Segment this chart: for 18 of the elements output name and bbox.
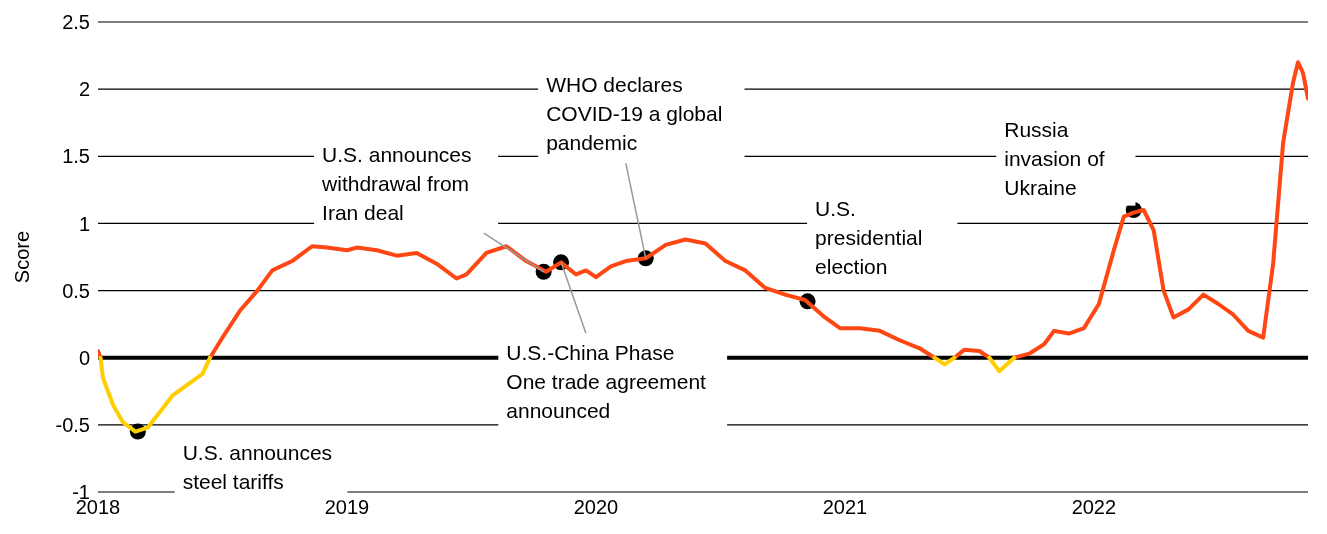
x-tick-label: 2021 [822,496,868,519]
y-tick-label: 2 [78,78,90,101]
y-tick-label: 1 [78,212,90,235]
y-tick-label: 0.5 [62,279,90,302]
annotation: U.S. presidential election [815,196,923,278]
y-tick-label: 2.5 [62,11,90,34]
y-tick-label: 0 [78,346,90,369]
x-tick-label: 2020 [573,496,619,519]
x-tick-label: 2022 [1071,496,1117,519]
annotation: WHO declares COVID-19 a global pandemic [546,73,723,155]
x-tick-label: 2019 [324,496,370,519]
annotation: Russia invasion of Ukraine [1004,117,1105,199]
y-tick-label: -0.5 [55,413,90,436]
annotation: U.S. announces withdrawal from Iran deal [321,143,472,225]
y-tick-label: 1.5 [62,145,90,168]
y-axis-title: Score [11,230,34,284]
annotation: U.S.-China Phase One trade agreement announced [506,340,707,422]
annotation: U.S. announces steel tariffs [182,441,333,494]
